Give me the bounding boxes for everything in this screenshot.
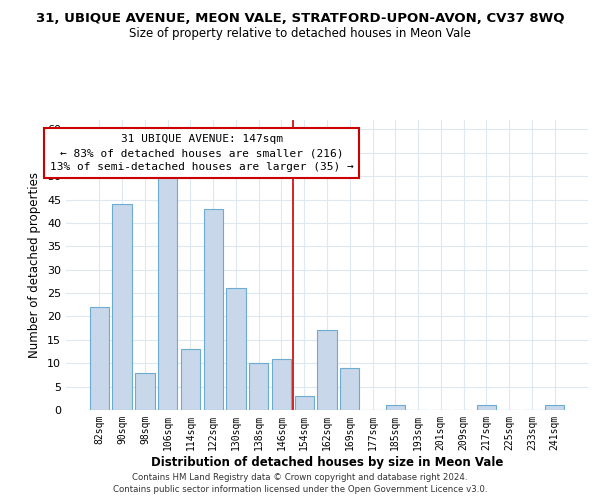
- Bar: [158, 176, 178, 410]
- Bar: [295, 396, 314, 410]
- Bar: [386, 406, 405, 410]
- Bar: [112, 204, 132, 410]
- Bar: [476, 406, 496, 410]
- Bar: [249, 363, 268, 410]
- Text: Contains public sector information licensed under the Open Government Licence v3: Contains public sector information licen…: [113, 485, 487, 494]
- X-axis label: Distribution of detached houses by size in Meon Vale: Distribution of detached houses by size …: [151, 456, 503, 468]
- Bar: [340, 368, 359, 410]
- Bar: [203, 209, 223, 410]
- Bar: [272, 358, 291, 410]
- Text: Contains HM Land Registry data © Crown copyright and database right 2024.: Contains HM Land Registry data © Crown c…: [132, 472, 468, 482]
- Text: Size of property relative to detached houses in Meon Vale: Size of property relative to detached ho…: [129, 28, 471, 40]
- Text: 31 UBIQUE AVENUE: 147sqm
← 83% of detached houses are smaller (216)
13% of semi-: 31 UBIQUE AVENUE: 147sqm ← 83% of detach…: [50, 134, 353, 172]
- Bar: [135, 372, 155, 410]
- Y-axis label: Number of detached properties: Number of detached properties: [28, 172, 41, 358]
- Bar: [90, 307, 109, 410]
- Bar: [181, 349, 200, 410]
- Text: 31, UBIQUE AVENUE, MEON VALE, STRATFORD-UPON-AVON, CV37 8WQ: 31, UBIQUE AVENUE, MEON VALE, STRATFORD-…: [36, 12, 564, 26]
- Bar: [545, 406, 564, 410]
- Bar: [317, 330, 337, 410]
- Bar: [226, 288, 245, 410]
